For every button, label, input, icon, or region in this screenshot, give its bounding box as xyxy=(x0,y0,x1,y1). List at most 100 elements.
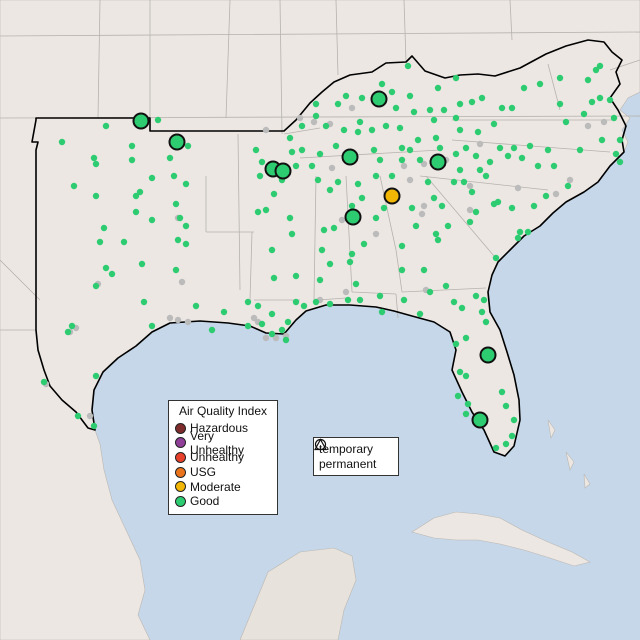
site-marker-good xyxy=(550,162,558,170)
site-marker-good-large xyxy=(168,133,186,151)
moderate-swatch xyxy=(175,481,186,493)
site-marker-nodata xyxy=(600,118,608,126)
site-marker-good xyxy=(346,258,354,266)
site-marker-good xyxy=(524,228,532,236)
site-marker-good-large xyxy=(370,90,388,108)
site-marker-nodata xyxy=(338,216,346,224)
site-marker-good xyxy=(312,100,320,108)
site-marker-good xyxy=(268,246,276,254)
site-marker-good xyxy=(378,308,386,316)
legend-title: Air Quality Index xyxy=(178,404,268,418)
very-unhealthy-swatch xyxy=(175,437,186,449)
state-line xyxy=(509,0,513,41)
site-marker-good xyxy=(490,120,498,128)
site-marker-good xyxy=(372,172,380,180)
site-marker-good xyxy=(398,266,406,274)
site-marker-good xyxy=(388,172,396,180)
site-marker-good xyxy=(588,98,596,106)
site-marker-good xyxy=(148,216,156,224)
site-marker-good xyxy=(440,106,448,114)
cuba xyxy=(411,511,591,567)
legend-item-very-unhealthy: Very Unhealthy xyxy=(175,429,271,457)
site-marker-good xyxy=(170,172,178,180)
bahamas xyxy=(547,419,591,489)
site-marker-good xyxy=(496,144,504,152)
site-marker-good xyxy=(610,114,618,122)
site-marker-nodata xyxy=(272,334,280,342)
site-marker-good xyxy=(398,144,406,152)
site-marker-good xyxy=(468,98,476,106)
site-marker-nodata xyxy=(174,316,182,324)
site-marker-good xyxy=(556,74,564,82)
site-marker-good xyxy=(192,302,200,310)
site-marker-nodata xyxy=(262,334,270,342)
site-marker-good xyxy=(504,152,512,160)
site-marker-good xyxy=(376,156,384,164)
site-marker-good xyxy=(612,150,620,158)
site-marker-good xyxy=(478,308,486,316)
site-marker-nodata xyxy=(584,122,592,130)
site-marker-good xyxy=(326,300,334,308)
site-marker-good xyxy=(616,158,624,166)
site-marker-good xyxy=(278,326,286,334)
site-marker-good xyxy=(378,80,386,88)
site-marker-good xyxy=(450,298,458,306)
site-marker-good xyxy=(288,230,296,238)
site-marker-good xyxy=(268,330,276,338)
site-marker-good xyxy=(74,412,82,420)
site-marker-good xyxy=(492,254,500,262)
site-marker-good xyxy=(508,432,516,440)
site-marker-good xyxy=(120,238,128,246)
site-marker-good-large xyxy=(479,346,497,364)
site-marker-good xyxy=(334,178,342,186)
site-marker-good xyxy=(398,242,406,250)
site-marker-nodata xyxy=(86,412,94,420)
site-marker-good xyxy=(476,166,484,174)
state-line xyxy=(401,287,487,293)
site-marker-good-large xyxy=(471,411,489,429)
state-line xyxy=(345,175,353,293)
site-marker-good xyxy=(376,292,384,300)
site-marker-good xyxy=(344,296,352,304)
legend-label: Very Unhealthy xyxy=(190,428,245,457)
site-marker-good xyxy=(584,76,592,84)
state-line xyxy=(395,293,399,319)
legend-item-permanent: permanent xyxy=(314,438,393,472)
state-line xyxy=(403,0,407,63)
site-marker-good xyxy=(286,214,294,222)
site-marker-good xyxy=(544,146,552,154)
site-marker-good xyxy=(444,222,452,230)
site-marker-good xyxy=(430,116,438,124)
legend-item-hazardous: Hazardous xyxy=(175,421,271,436)
site-marker-good xyxy=(342,92,350,100)
region-outline xyxy=(31,39,627,457)
site-marker-good xyxy=(482,172,490,180)
site-marker-good xyxy=(598,136,606,144)
site-marker-good xyxy=(576,146,584,154)
site-marker-good xyxy=(370,146,378,154)
site-marker-good xyxy=(288,148,296,156)
site-marker-nodata xyxy=(400,162,408,170)
site-marker-good xyxy=(148,322,156,330)
site-marker-good xyxy=(268,310,276,318)
site-marker-good xyxy=(254,302,262,310)
site-marker-good xyxy=(438,202,446,210)
state-line xyxy=(425,175,495,257)
site-marker-good xyxy=(592,66,600,74)
site-marker-good xyxy=(292,272,300,280)
site-marker-good xyxy=(466,218,474,226)
state-line xyxy=(335,0,339,76)
site-marker-good xyxy=(354,128,362,136)
site-marker-good xyxy=(284,318,292,326)
site-marker-good xyxy=(458,304,466,312)
site-marker-good xyxy=(68,322,76,330)
site-marker-good xyxy=(526,142,534,150)
site-marker-good xyxy=(128,156,136,164)
site-marker-good xyxy=(472,292,480,300)
site-marker-good xyxy=(452,74,460,82)
site-marker-good xyxy=(510,144,518,152)
state-line xyxy=(419,175,549,191)
site-marker-good xyxy=(406,92,414,100)
site-marker-good xyxy=(298,146,306,154)
site-marker-good xyxy=(102,264,110,272)
